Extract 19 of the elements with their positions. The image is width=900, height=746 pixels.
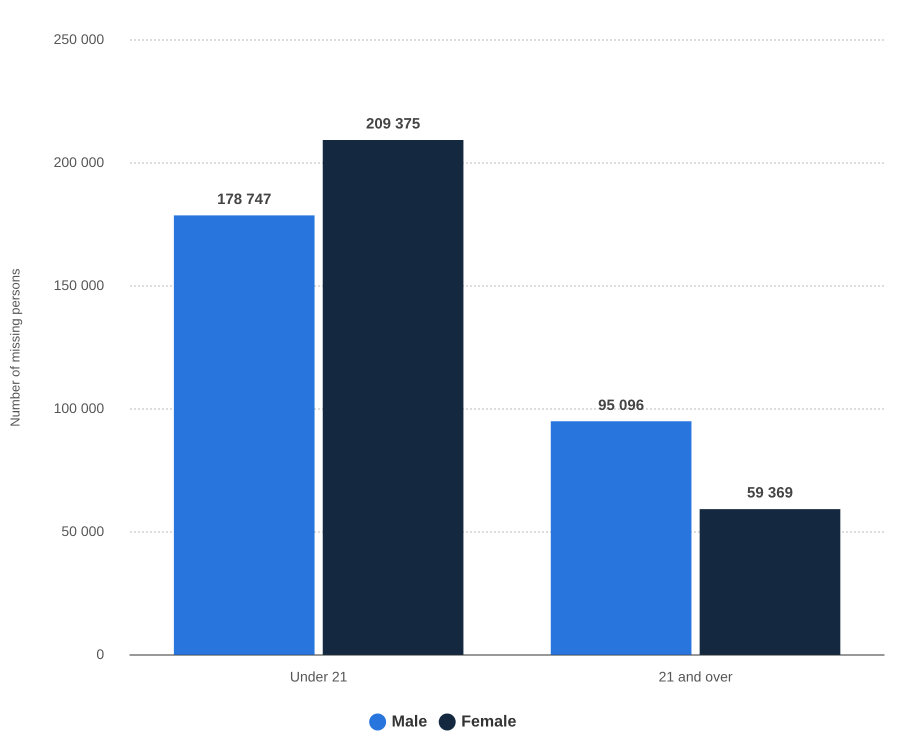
y-tick-label: 50 000: [61, 523, 104, 540]
bar: [700, 509, 840, 655]
y-tick-label: 150 000: [54, 276, 104, 293]
bar: [322, 140, 464, 655]
x-tick-label: Under 21: [290, 668, 348, 684]
y-tick-label: 200 000: [54, 154, 104, 170]
legend-label: Male: [392, 713, 428, 730]
y-tick-label: 250 000: [54, 30, 104, 47]
data-label: 178 747: [217, 190, 272, 208]
y-tick-label: 0: [96, 646, 104, 662]
legend-label: Female: [461, 713, 516, 730]
data-label: 209 375: [366, 116, 420, 133]
data-label: 59 369: [747, 484, 793, 502]
bar: [550, 421, 692, 655]
data-label: 95 096: [598, 396, 644, 414]
y-tick-label: 100 000: [54, 400, 104, 416]
y-axis-title: Number of missing persons: [7, 268, 22, 427]
x-tick-label: 21 and over: [658, 668, 733, 684]
bar: [174, 215, 315, 655]
